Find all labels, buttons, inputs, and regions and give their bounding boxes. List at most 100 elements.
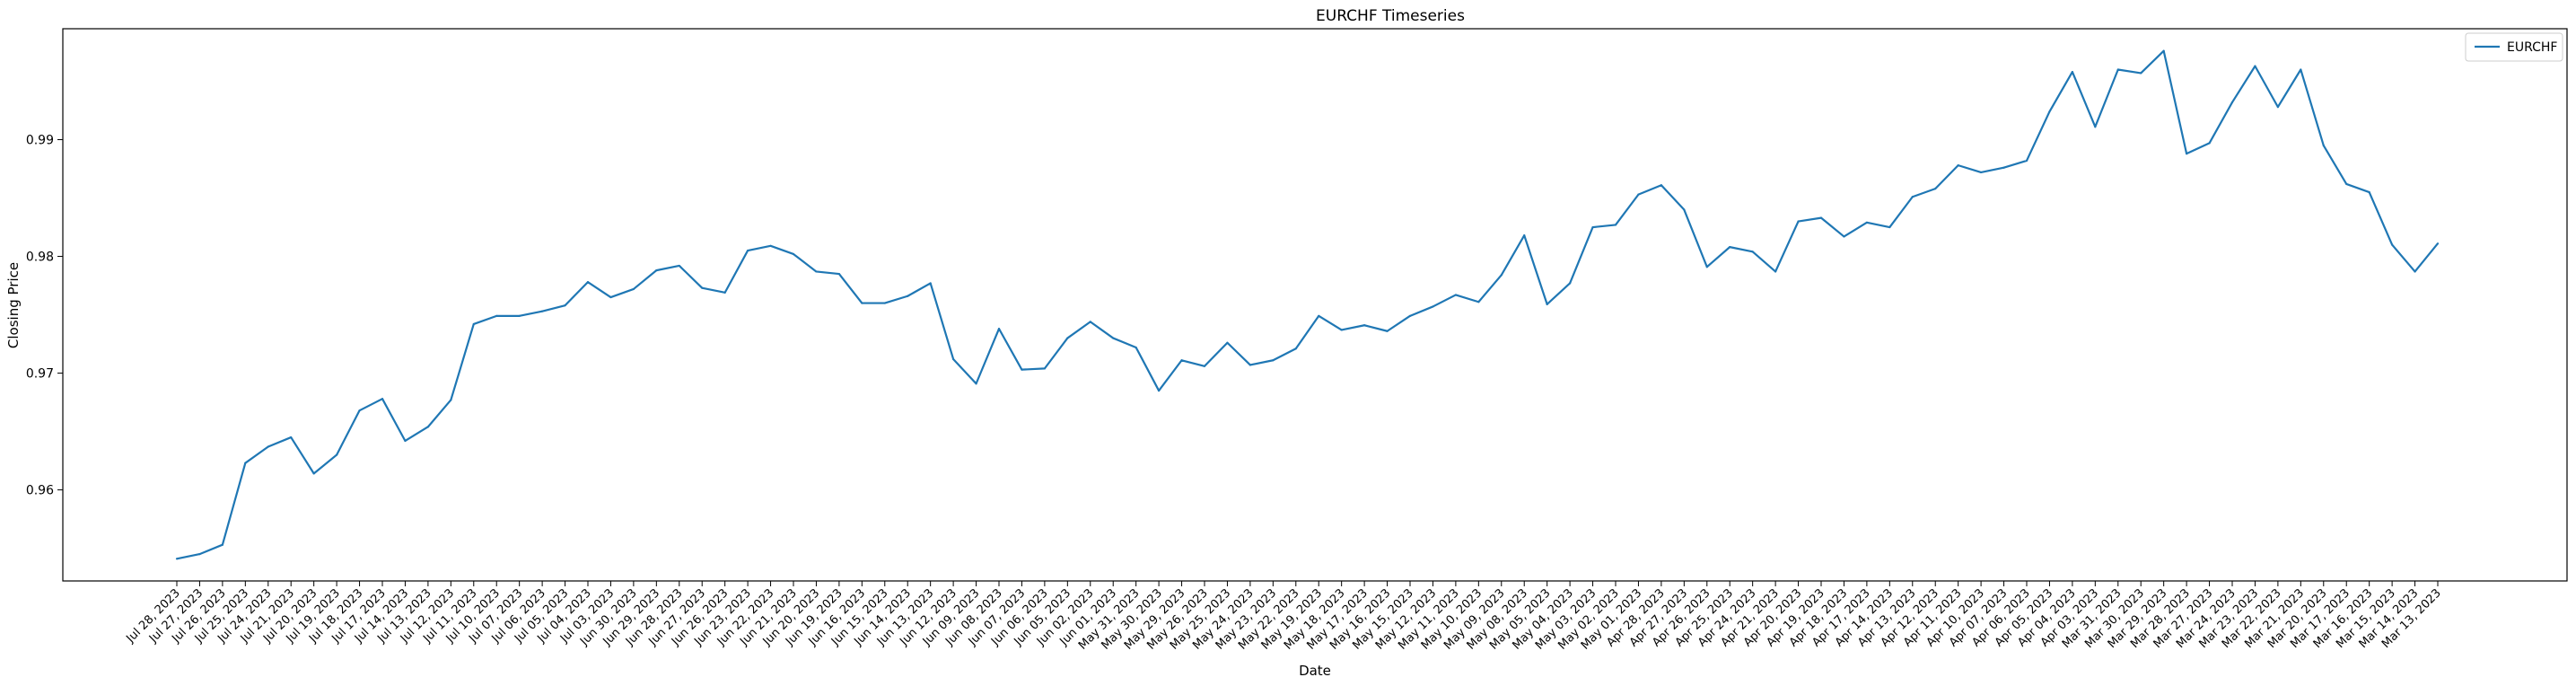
x-axis-label: Date [1299, 663, 1331, 679]
data-point [1797, 220, 1800, 223]
data-point [2436, 242, 2440, 245]
y-tick-label: 0.96 [26, 484, 54, 498]
data-point [518, 314, 521, 317]
data-point [1888, 225, 1891, 229]
data-point [1272, 359, 1275, 362]
data-point [2276, 106, 2279, 109]
data-point [1569, 282, 1572, 285]
data-point [632, 287, 635, 291]
data-point [883, 302, 886, 304]
data-point [1751, 251, 1754, 253]
data-point [1843, 235, 1845, 238]
data-point [1774, 270, 1777, 273]
data-point [1294, 347, 1297, 350]
data-point [1432, 305, 1434, 308]
data-point [815, 270, 818, 273]
y-axis: 0.96 0.97 0.98 0.99 [26, 134, 63, 498]
data-point [404, 439, 407, 443]
data-point [1660, 184, 1662, 187]
data-point [609, 295, 612, 299]
y-tick-label: 0.97 [26, 367, 54, 382]
data-point [1819, 216, 1823, 219]
data-point [2048, 110, 2051, 113]
data-point [837, 272, 840, 276]
data-point [2254, 65, 2256, 67]
data-point [2322, 144, 2325, 147]
data-point [450, 399, 452, 401]
data-point [1203, 365, 1206, 367]
data-point [198, 553, 201, 556]
data-point [1112, 337, 1115, 339]
data-point [1729, 246, 1731, 249]
data-point [2300, 68, 2302, 71]
data-point [2230, 101, 2234, 104]
plot-frame [62, 28, 2568, 582]
data-point [1957, 164, 1959, 167]
data-point [975, 383, 977, 385]
data-point [541, 310, 544, 312]
data-point [1135, 346, 1137, 349]
data-point [952, 357, 955, 361]
data-point [1591, 225, 1594, 229]
data-point [1043, 367, 1046, 370]
data-point [1089, 321, 1091, 323]
data-point [861, 302, 863, 304]
chart-title: EURCHF Timeseries [1316, 7, 1465, 25]
y-tick-label: 0.99 [26, 134, 54, 148]
data-point [655, 269, 658, 272]
data-point [1318, 314, 1320, 317]
data-point [2140, 72, 2142, 75]
data-point [678, 264, 680, 268]
y-tick-label: 0.98 [26, 251, 54, 265]
data-point [792, 252, 795, 256]
data-point [1500, 274, 1503, 277]
data-point [907, 295, 909, 297]
data-point [1386, 330, 1389, 332]
data-point [1477, 301, 1480, 303]
data-point [1546, 303, 1548, 305]
data-point [1158, 389, 1161, 392]
data-point [1614, 224, 1617, 226]
data-point [221, 543, 223, 546]
series-line-eurchf [176, 49, 2439, 560]
data-point [2414, 270, 2416, 273]
data-point [244, 462, 247, 464]
data-point [929, 282, 932, 285]
data-point [426, 426, 429, 428]
data-point [381, 398, 384, 400]
data-point [2094, 126, 2097, 128]
data-point [997, 328, 1001, 330]
data-point [1911, 196, 1914, 198]
data-point [1865, 221, 1868, 224]
data-point [267, 445, 269, 448]
y-axis-label: Closing Price [5, 262, 22, 348]
legend-box [2465, 32, 2563, 62]
data-point [1249, 364, 1251, 366]
data-point [1980, 171, 1983, 174]
data-point [358, 409, 361, 412]
data-point [747, 249, 749, 252]
data-point [2208, 142, 2211, 145]
data-point [2002, 166, 2005, 169]
data-point [1683, 208, 1686, 211]
data-point [586, 281, 590, 284]
data-point [1226, 341, 1229, 344]
data-point [2345, 182, 2348, 186]
legend: EURCHF [2465, 32, 2563, 62]
data-point [1705, 266, 1708, 268]
legend-label-eurchf: EURCHF [2507, 40, 2557, 55]
data-point [495, 314, 498, 317]
data-point [723, 291, 726, 294]
data-point [472, 322, 475, 326]
data-point [2391, 243, 2394, 246]
data-point [2025, 159, 2028, 163]
data-point [1523, 234, 1526, 237]
data-point [1934, 188, 1937, 190]
data-point [1021, 368, 1023, 371]
data-point [2162, 49, 2165, 52]
data-point [2071, 71, 2073, 74]
data-point [1180, 359, 1183, 362]
data-point [336, 453, 338, 456]
